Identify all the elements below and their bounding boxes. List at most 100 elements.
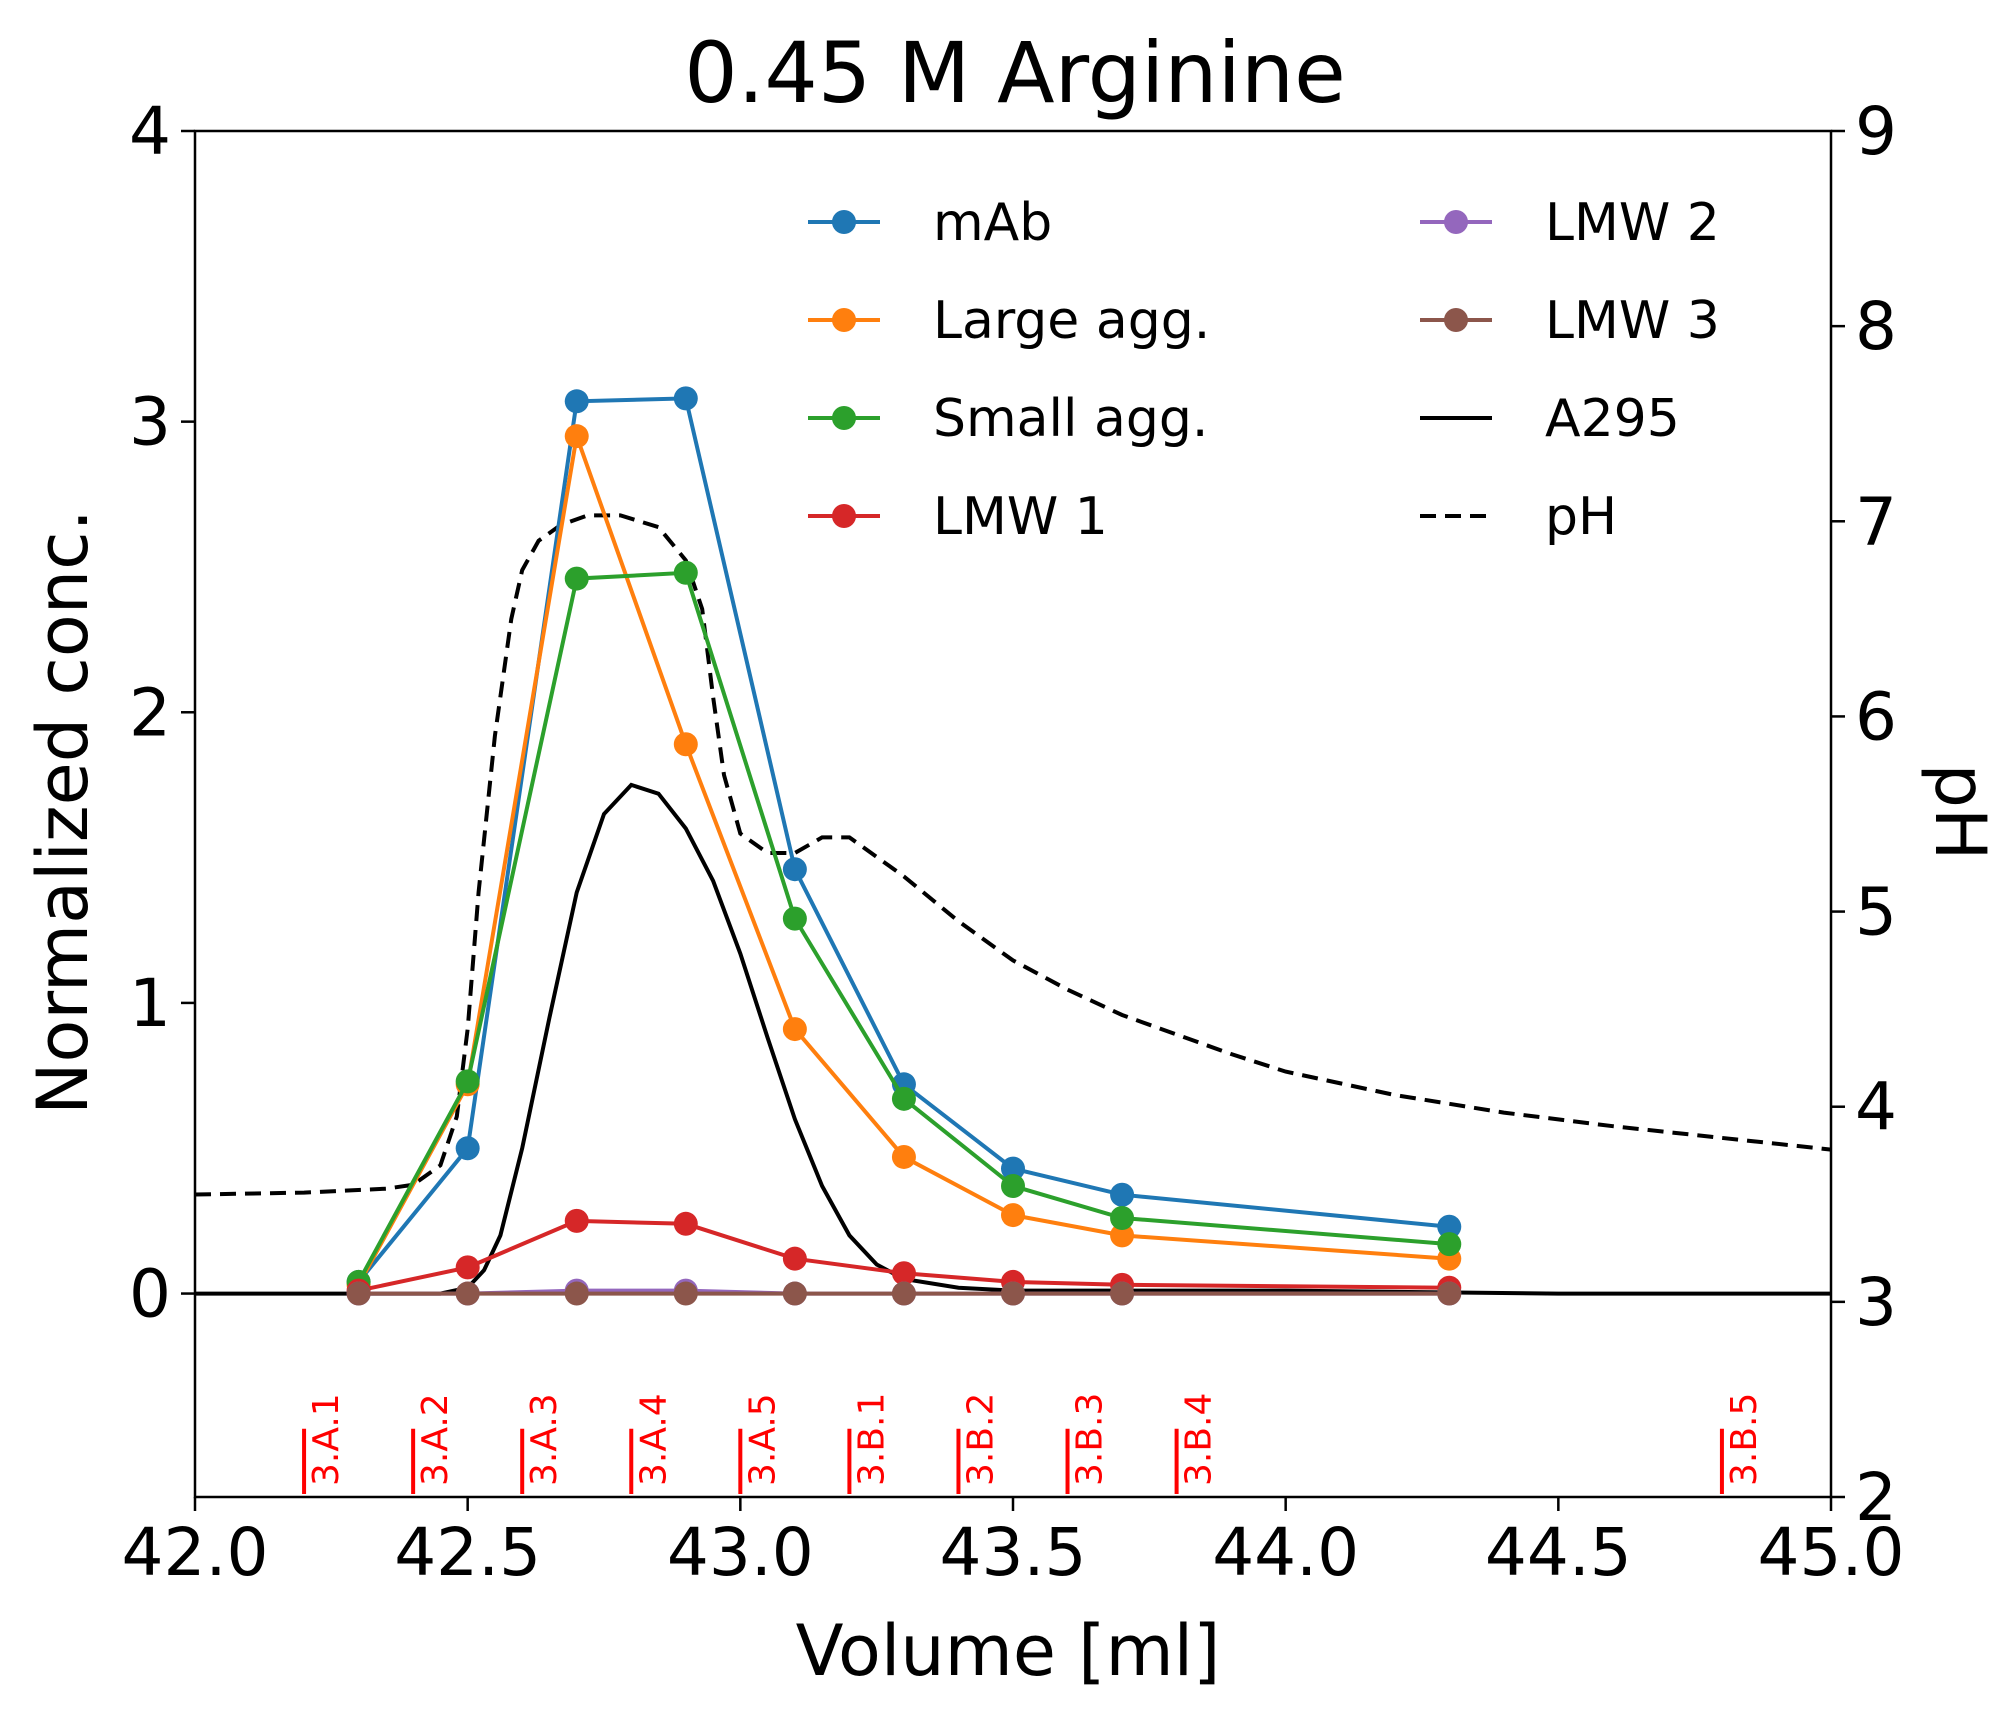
data-point-small-agg [1437,1232,1462,1257]
legend-entry-ph: pH [1420,487,1617,547]
x-tick-label: 42.0 [122,1514,269,1591]
y-tick-label: 2 [129,674,171,751]
legend-label: pH [1545,487,1617,547]
fraction-label: 3.A.1 [306,1393,347,1486]
y-tick-label: 1 [129,965,171,1042]
legend-label: LMW 3 [1545,291,1720,351]
fraction-marker-3-b-1: 3.B.1 [847,1393,892,1494]
legend-label: A295 [1545,389,1680,449]
y-tick-label: 3 [129,384,171,461]
y2-tick-label: 6 [1855,678,1897,755]
data-point-small-agg [1110,1205,1135,1230]
fraction-marker-3-b-5: 3.B.5 [1719,1393,1765,1494]
data-point-lmw-1 [455,1255,480,1280]
series-large-agg [346,424,1462,1297]
data-point-lmw-3 [1001,1281,1025,1306]
data-point-large-agg [1110,1223,1135,1248]
fraction-label: 3.A.5 [742,1393,783,1486]
fraction-marker-3-b-3: 3.B.3 [1065,1393,1111,1494]
data-point-lmw-1 [891,1261,916,1286]
data-point-mab [1437,1214,1462,1239]
legend-label: Large agg. [933,291,1210,351]
fraction-marker-3-a-5: 3.A.5 [738,1393,783,1494]
legend-entry-lmw-3: LMW 3 [1420,291,1720,351]
legend: mAb Large agg. Small agg. LMW 1 LMW 2 LMW 3 A2… [808,193,1720,547]
series-line-small-agg [356,570,1450,1283]
legend-entry-lmw-1: LMW 1 [808,487,1108,547]
legend-swatch-marker [832,504,856,528]
data-point-mab [782,857,807,882]
legend-label: mAb [933,193,1052,253]
y2-tick-label: 2 [1855,1459,1897,1536]
fraction-label: 3.B.5 [1724,1393,1765,1486]
legend-label: Small agg. [933,389,1208,449]
data-point-mab [673,386,698,411]
data-point-large-agg [1001,1203,1025,1228]
legend-entry-large-agg: Large agg. [808,291,1210,351]
series-small-agg [346,560,1462,1294]
data-point-large-agg [673,732,698,757]
fraction-marker-3-b-2: 3.B.2 [956,1393,1001,1494]
data-point-mab [1001,1156,1025,1181]
y2-tick-label: 8 [1855,288,1897,365]
legend-entry-a295: A295 [1420,389,1680,449]
x-tick-label: 44.0 [1212,1514,1359,1591]
x-tick-label: 42.5 [394,1514,541,1591]
y2-tick-label: 7 [1855,483,1897,560]
series-lmw-1 [346,1208,1462,1303]
data-point-lmw-1 [782,1246,807,1271]
fraction-label: 3.B.4 [1179,1393,1220,1486]
fraction-label: 3.A.2 [415,1393,456,1486]
x-tick-label: 43.5 [940,1514,1087,1591]
fraction-marker-3-a-1: 3.A.1 [302,1393,347,1494]
y2-axis-title: pH [1919,763,2001,860]
fraction-label: 3.B.3 [1070,1393,1111,1486]
legend-label: LMW 2 [1545,193,1720,253]
data-point-small-agg [891,1086,916,1111]
series-line-ph [194,513,1832,1197]
legend-swatch-marker [1444,308,1468,332]
x-tick-label: 43.0 [667,1514,814,1591]
series-lmw-3 [346,1281,1462,1306]
plot-area: 42.0 42.5 43.0 43.5 44.0 44.5 45.0 0 1 2 3 4 2 3 4 5 6 7 8… [122,93,1905,1591]
data-point-lmw-3 [1437,1281,1462,1306]
y-tick-label: 0 [129,1256,171,1333]
fraction-marker-3-b-4: 3.B.4 [1174,1393,1220,1494]
data-point-small-agg [455,1069,480,1094]
y2-tick-label: 4 [1855,1069,1897,1146]
y-tick-label: 4 [129,93,171,170]
data-point-large-agg [782,1017,807,1042]
x-tick-label: 44.5 [1485,1514,1632,1591]
legend-swatch-marker [832,308,856,332]
data-point-small-agg [1001,1174,1025,1199]
legend-entry-mab: mAb [808,193,1052,253]
data-point-lmw-3 [1110,1281,1135,1306]
data-point-lmw-3 [455,1281,480,1306]
fraction-label: 3.B.1 [851,1393,892,1486]
x-axis-title: Volume [ml] [796,1610,1221,1692]
fraction-label: 3.B.2 [960,1393,1001,1486]
chart-title: 0.45 M Arginine [684,24,1346,122]
data-point-small-agg [564,566,589,591]
data-point-large-agg [564,424,589,449]
legend-entry-small-agg: Small agg. [808,389,1208,449]
data-point-mab [564,389,589,414]
legend-swatch-marker [832,210,856,234]
y-axis-title: Normalized conc. [22,509,104,1115]
y2-tick-label: 5 [1855,874,1897,951]
legend-label: LMW 1 [933,487,1108,547]
y2-tick-label: 3 [1855,1264,1897,1341]
fraction-marker-3-a-3: 3.A.3 [520,1393,565,1494]
data-point-lmw-3 [891,1281,916,1306]
data-point-mab [455,1136,480,1161]
fraction-label: 3.A.4 [633,1393,674,1486]
legend-entry-lmw-2: LMW 2 [1420,193,1720,253]
legend-swatch-marker [832,406,856,430]
legend-swatch-marker [1444,210,1468,234]
data-point-mab [1110,1182,1135,1207]
data-point-lmw-3 [346,1281,371,1306]
data-point-large-agg [891,1144,916,1169]
data-point-lmw-3 [673,1281,698,1306]
